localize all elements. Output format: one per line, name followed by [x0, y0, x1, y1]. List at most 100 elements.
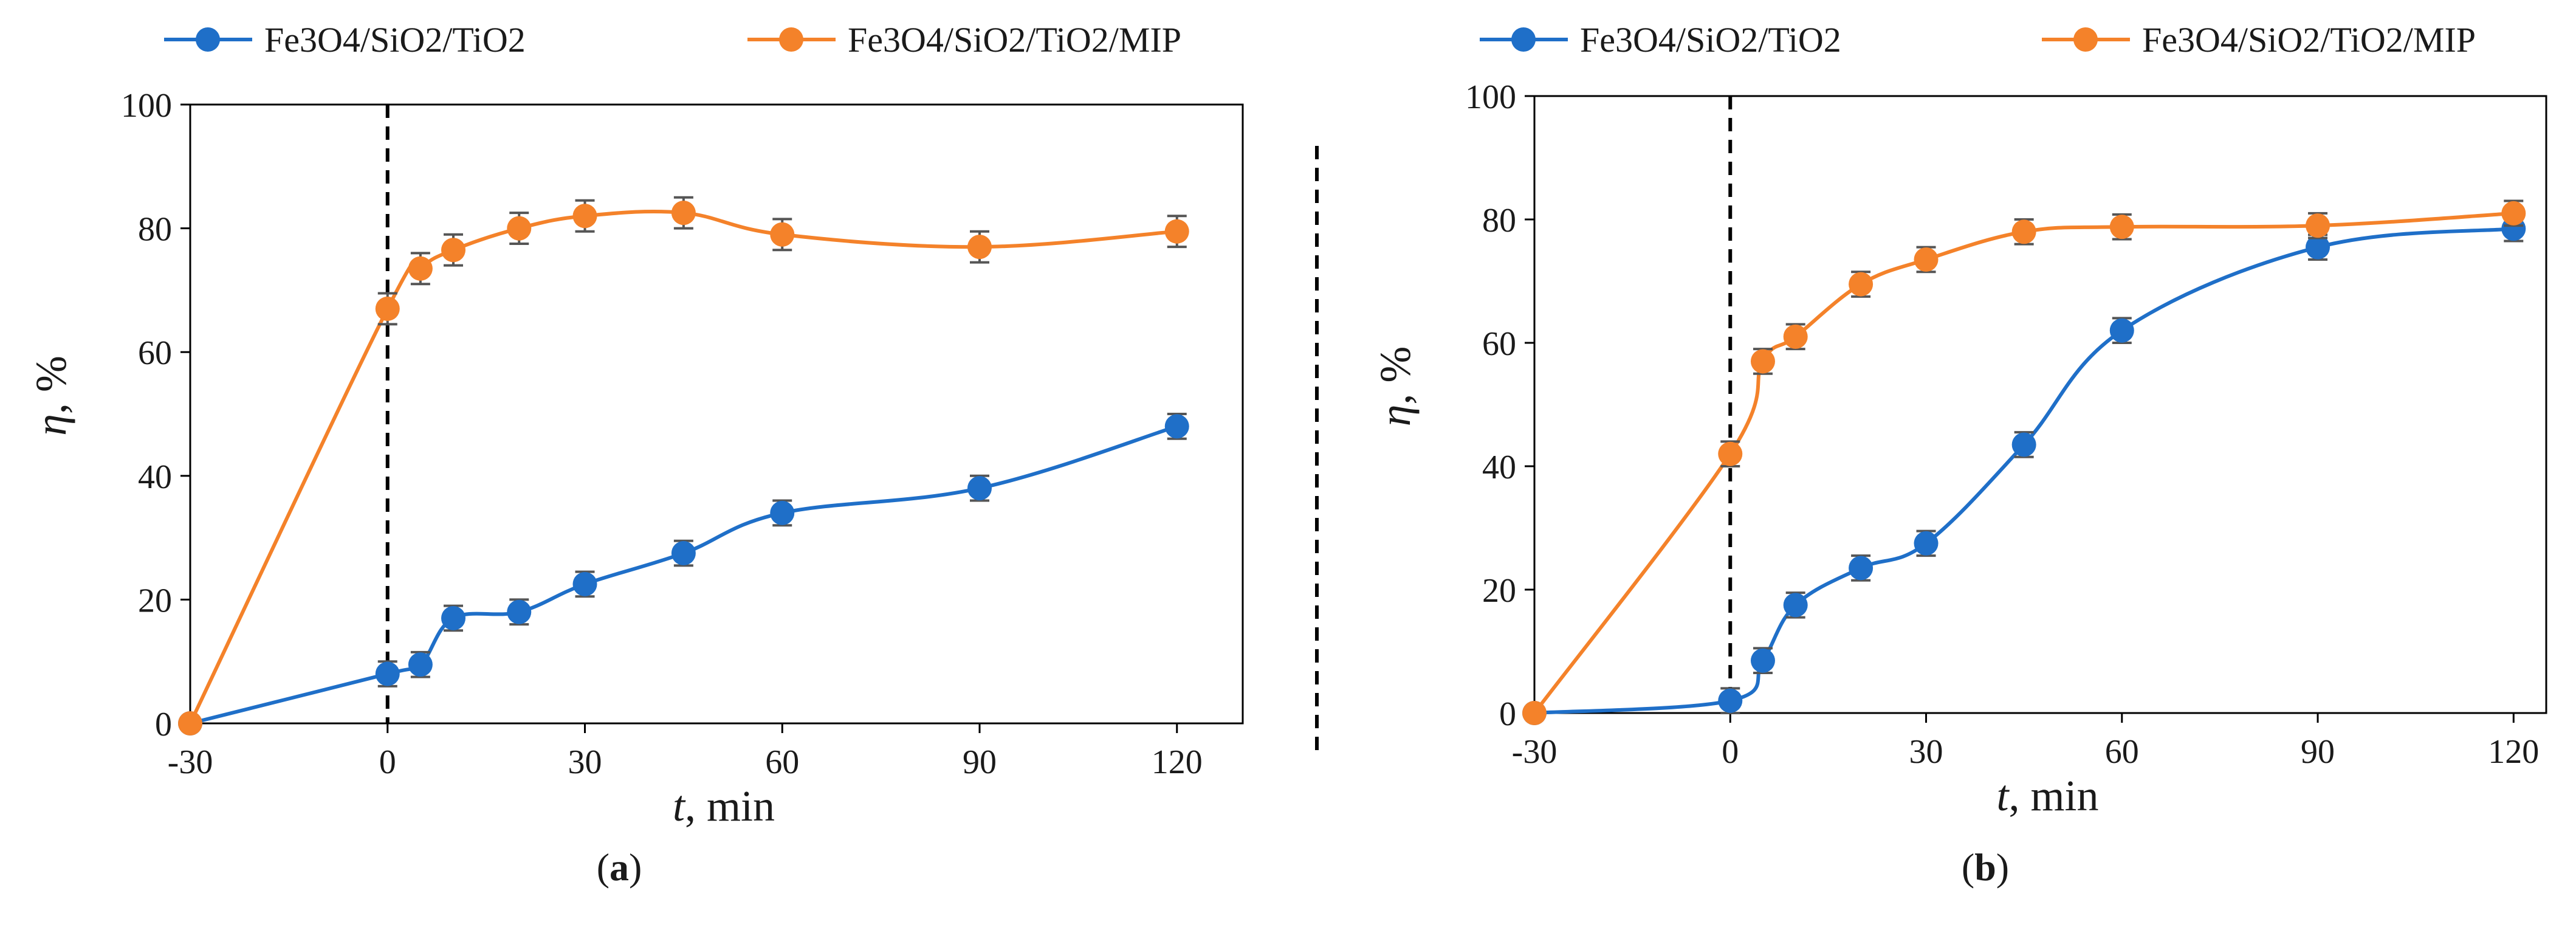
- data-point: [2011, 219, 2036, 244]
- panel-label-close: ): [629, 846, 642, 889]
- y-tick-label: 60: [138, 334, 172, 372]
- data-point: [671, 541, 696, 566]
- data-point: [178, 711, 202, 736]
- data-point: [2501, 201, 2526, 226]
- legend-marker: [1511, 27, 1536, 52]
- panel-label-open: (: [597, 846, 610, 889]
- x-tick-label: 60: [2105, 733, 2139, 771]
- series-line: [190, 424, 1178, 725]
- legend-label: Fe3O4/SiO2/TiO2/MIP: [2142, 20, 2476, 60]
- data-point: [1849, 272, 1874, 297]
- data-point: [572, 571, 597, 596]
- x-axis-unit: , min: [685, 782, 775, 830]
- x-tick-label: 60: [765, 743, 799, 781]
- series-fe3o4-sio2-tio2-mip: [1522, 199, 2526, 725]
- x-axis-title: t, min: [1996, 771, 2098, 820]
- x-axis-title: t, min: [673, 782, 775, 830]
- y-axis-unit: , %: [27, 356, 75, 414]
- x-tick-label: 90: [2301, 733, 2335, 771]
- data-point: [408, 256, 433, 281]
- data-point: [1849, 556, 1874, 581]
- x-tick-label: 30: [568, 743, 602, 781]
- panel-label-letter: a: [610, 846, 629, 889]
- data-point: [1914, 247, 1939, 272]
- legend-entry: Fe3O4/SiO2/TiO2/MIP: [2042, 20, 2476, 60]
- y-tick-label: 100: [1465, 78, 1516, 116]
- series-fe3o4-sio2-tio2: [1522, 215, 2526, 725]
- y-tick-label: 80: [1482, 202, 1516, 240]
- data-point: [572, 204, 597, 229]
- plot-area-frame: [189, 103, 1244, 725]
- y-tick-label: 20: [138, 582, 172, 619]
- legend-label: Fe3O4/SiO2/TiO2: [1580, 20, 1841, 60]
- series-line: [188, 209, 1177, 725]
- data-point: [1164, 414, 1189, 439]
- legend-label: Fe3O4/SiO2/TiO2/MIP: [848, 20, 1181, 60]
- panel-label-open: (: [1962, 846, 1974, 889]
- data-point: [1164, 219, 1189, 244]
- x-axis-unit: , min: [2009, 771, 2099, 820]
- data-point: [408, 652, 433, 677]
- data-point: [2306, 235, 2330, 260]
- y-tick-label: 40: [138, 458, 172, 496]
- data-point: [507, 216, 532, 241]
- legend-entry: Fe3O4/SiO2/TiO2: [164, 20, 526, 60]
- panel-label: (b): [1962, 846, 2009, 889]
- x-tick-label: 120: [2488, 733, 2539, 771]
- y-axis-variable: η: [27, 414, 75, 436]
- y-tick-label: 0: [155, 706, 172, 743]
- x-axis-variable: t: [1996, 771, 2010, 820]
- data-point: [770, 222, 795, 247]
- panel-label: (a): [597, 846, 642, 889]
- y-axis-title: η, %: [27, 356, 75, 436]
- series-line: [1534, 227, 2514, 715]
- data-point: [441, 605, 465, 630]
- y-tick-label: 20: [1482, 572, 1516, 610]
- data-point: [1750, 349, 1775, 374]
- data-point: [375, 296, 400, 321]
- y-tick-label: 40: [1482, 449, 1516, 486]
- x-tick-label: 30: [1909, 733, 1943, 771]
- series-line: [1533, 211, 2514, 714]
- data-point: [2011, 432, 2036, 457]
- series-fe3o4-sio2-tio2: [178, 413, 1189, 736]
- data-point: [2109, 318, 2134, 343]
- data-point: [770, 500, 795, 525]
- legend-entry: Fe3O4/SiO2/TiO2: [1480, 20, 1841, 60]
- y-tick-label: 80: [138, 211, 172, 249]
- data-point: [375, 661, 400, 686]
- data-point: [671, 201, 696, 226]
- x-tick-label: 0: [1722, 733, 1739, 771]
- panel-label-letter: b: [1974, 846, 1996, 889]
- data-point: [1718, 688, 1743, 713]
- x-tick-label: -30: [168, 743, 213, 781]
- data-point: [507, 599, 532, 624]
- x-tick-label: -30: [1512, 733, 1558, 771]
- y-tick-label: 0: [1499, 695, 1516, 733]
- y-axis-variable: η: [1371, 405, 1420, 427]
- data-point: [967, 476, 992, 501]
- y-axis-unit: , %: [1371, 346, 1420, 405]
- data-point: [2306, 213, 2330, 238]
- data-point: [967, 235, 992, 260]
- y-tick-label: 100: [121, 87, 172, 125]
- x-tick-label: 0: [379, 743, 396, 781]
- data-point: [1750, 648, 1775, 673]
- x-axis-variable: t: [673, 782, 686, 830]
- data-point: [1914, 531, 1939, 556]
- legend-marker: [779, 27, 803, 52]
- data-point: [2109, 215, 2134, 240]
- x-tick-label: 90: [963, 743, 997, 781]
- series-fe3o4-sio2-tio2-mip: [178, 196, 1189, 736]
- plot-area-frame: [1533, 95, 2547, 714]
- data-point: [1783, 324, 1808, 349]
- legend-marker: [196, 27, 220, 52]
- x-tick-label: 120: [1152, 743, 1203, 781]
- data-point: [441, 238, 465, 263]
- data-point: [1783, 593, 1808, 618]
- data-point: [1718, 441, 1743, 466]
- legend-label: Fe3O4/SiO2/TiO2: [264, 20, 526, 60]
